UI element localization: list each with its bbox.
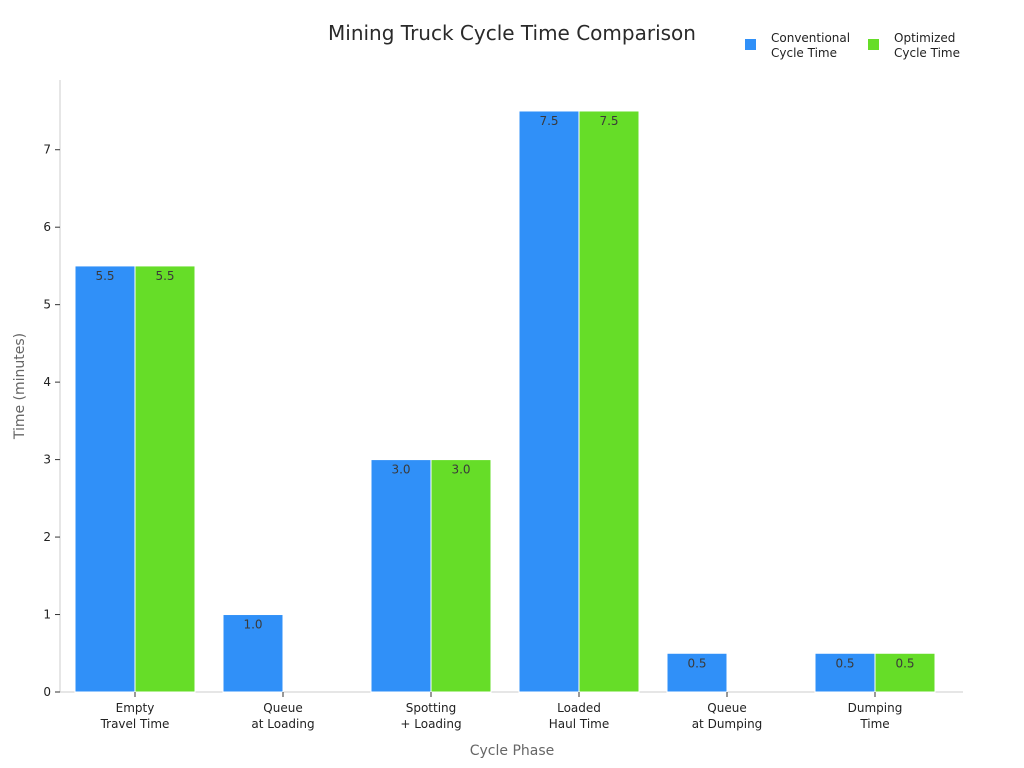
x-ticks: Empty Travel Time Queue at Loading Spotting +… — [100, 692, 903, 731]
x-tick-label: at Loading — [251, 717, 314, 731]
y-tick-label: 3 — [43, 453, 51, 467]
y-tick-label: 5 — [43, 298, 51, 312]
x-tick-label: + Loading — [400, 717, 461, 731]
legend-swatch — [868, 39, 879, 50]
data-label: 0.5 — [895, 656, 914, 670]
bar-optimized — [134, 265, 196, 693]
x-tick-label: Time — [859, 717, 889, 731]
bar-conventional — [518, 110, 580, 693]
data-label: 1.0 — [243, 618, 262, 632]
legend-label: Cycle Time — [894, 46, 960, 60]
x-tick-label: Spotting — [406, 701, 457, 715]
data-label: 7.5 — [599, 114, 618, 128]
data-label: 3.0 — [391, 463, 410, 477]
bar-conventional — [370, 459, 432, 693]
y-tick-label: 7 — [43, 143, 51, 157]
x-tick-label: Dumping — [848, 701, 903, 715]
x-tick-label: Haul Time — [549, 717, 610, 731]
data-label: 5.5 — [95, 269, 114, 283]
x-tick-label: Travel Time — [100, 717, 170, 731]
y-tick-label: 4 — [43, 375, 51, 389]
data-label: 0.5 — [835, 656, 854, 670]
bar-optimized — [578, 110, 640, 693]
axes — [59, 80, 963, 693]
data-labels: 5.5 5.5 1.0 3.0 3.0 7.5 7.5 0.5 0.5 0.5 — [95, 114, 914, 670]
legend-label: Conventional — [771, 31, 850, 45]
x-axis-title: Cycle Phase — [470, 743, 555, 759]
x-tick-label: Empty — [116, 701, 155, 715]
chart-title: Mining Truck Cycle Time Comparison — [328, 21, 696, 45]
legend-swatch — [745, 39, 756, 50]
bar-conventional — [666, 652, 728, 693]
y-tick-label: 0 — [43, 685, 51, 699]
data-label: 0.5 — [687, 656, 706, 670]
bar-conventional — [222, 614, 284, 693]
y-axis-title: Time (minutes) — [12, 333, 28, 440]
y-tick-label: 2 — [43, 530, 51, 544]
data-label: 5.5 — [155, 269, 174, 283]
x-tick-label: at Dumping — [692, 717, 763, 731]
data-label: 7.5 — [539, 114, 558, 128]
y-ticks: 0 1 2 3 4 5 6 7 — [43, 143, 60, 699]
bar-conventional — [814, 652, 876, 693]
y-tick-label: 6 — [43, 220, 51, 234]
data-label: 3.0 — [451, 463, 470, 477]
bars — [74, 110, 936, 693]
legend-label: Cycle Time — [771, 46, 837, 60]
bar-optimized — [430, 459, 492, 693]
x-tick-label: Queue — [263, 701, 302, 715]
bar-optimized — [874, 652, 936, 693]
bar-conventional — [74, 265, 136, 693]
legend-label: Optimized — [894, 31, 955, 45]
x-tick-label: Loaded — [557, 701, 601, 715]
x-tick-label: Queue — [707, 701, 746, 715]
y-tick-label: 1 — [43, 608, 51, 622]
